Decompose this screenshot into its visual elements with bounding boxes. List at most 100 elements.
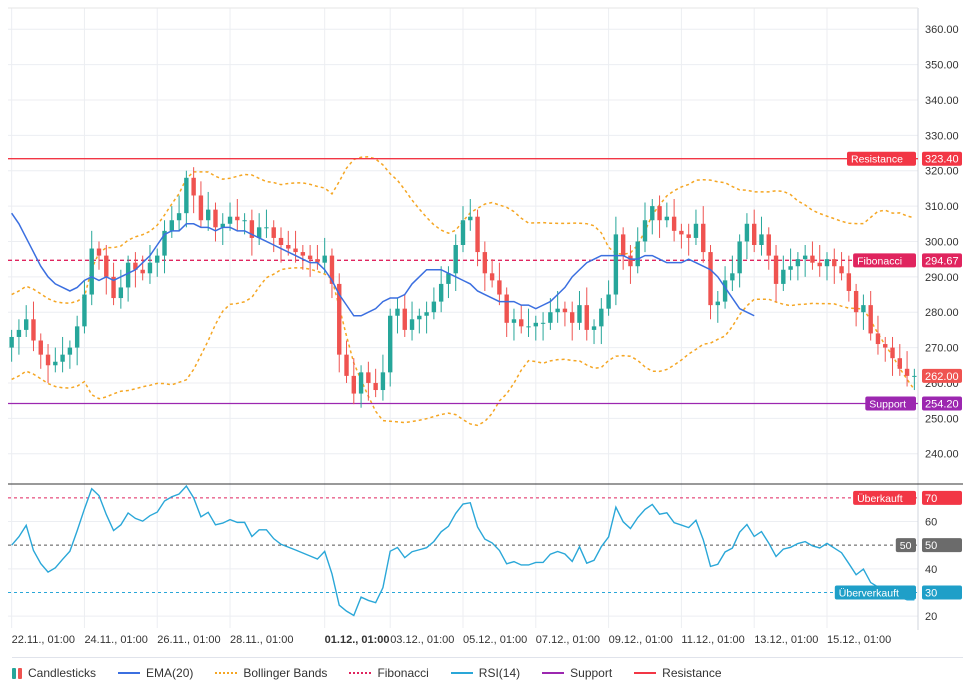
- candle-body: [300, 252, 306, 256]
- price-tick-label: 330.00: [925, 130, 959, 142]
- candle-body: [155, 255, 160, 263]
- candle-body: [511, 319, 517, 323]
- candle-body: [468, 216, 473, 221]
- overbought-label-text: Überkauft: [857, 493, 903, 505]
- candle-body: [74, 326, 80, 348]
- x-tick-label: 01.12., 01:00: [325, 634, 390, 646]
- candle-body: [249, 220, 255, 238]
- legend-item-rsi[interactable]: RSI(14): [450, 666, 521, 680]
- candle-body: [875, 333, 881, 345]
- candle-body: [599, 308, 604, 327]
- candle-body: [650, 206, 655, 221]
- candle-body: [424, 312, 429, 316]
- chart-legend: Candlesticks EMA(20) Bollinger Bands Fib…: [12, 657, 963, 688]
- candle-body: [730, 273, 735, 281]
- candle-body: [337, 283, 342, 355]
- price-tick-label: 280.00: [925, 307, 959, 319]
- legend-item-candlesticks[interactable]: Candlesticks: [12, 666, 96, 680]
- x-tick-label: 15.12., 01:00: [827, 634, 891, 646]
- x-tick-label: 26.11., 01:00: [157, 634, 220, 646]
- bollinger-lower-series: [11, 267, 915, 427]
- candle-body: [519, 319, 524, 327]
- fibonacci-label-text: Fibonacci: [857, 255, 902, 267]
- candle-body: [475, 216, 480, 253]
- candle-body: [701, 223, 706, 253]
- legend-label-bollinger: Bollinger Bands: [243, 666, 328, 680]
- resistance-label-text: Resistance: [851, 154, 903, 166]
- candle-body: [271, 227, 276, 238]
- candle-body: [176, 213, 182, 221]
- candle-body: [664, 216, 670, 221]
- x-tick-label: 13.12., 01:00: [754, 634, 818, 646]
- x-tick-label: 09.12., 01:00: [609, 634, 673, 646]
- dotted-line-icon: [215, 672, 238, 674]
- candle-body: [380, 372, 386, 391]
- candle-body: [846, 273, 852, 291]
- price-tick-label: 300.00: [925, 236, 959, 248]
- candle-body: [227, 216, 233, 224]
- candle-body: [191, 177, 196, 196]
- candle-body: [766, 234, 771, 256]
- midline-value-text: 50: [925, 540, 937, 552]
- legend-item-support[interactable]: Support: [542, 666, 612, 680]
- price-tick-label: 360.00: [925, 24, 959, 36]
- line-icon: [542, 672, 565, 674]
- candle-body: [31, 319, 36, 341]
- x-tick-label: 24.11., 01:00: [84, 634, 147, 646]
- candle-body: [133, 262, 138, 270]
- candle-body: [38, 340, 43, 355]
- candle-body: [824, 259, 830, 267]
- candle-body: [504, 294, 509, 323]
- candle-body: [832, 259, 837, 267]
- candle-body: [351, 375, 356, 394]
- candle-body: [482, 252, 488, 274]
- candle-body: [628, 255, 633, 267]
- candle-body: [431, 301, 437, 313]
- price-tick-label: 250.00: [925, 413, 959, 425]
- candle-body: [526, 326, 531, 328]
- candle-body: [773, 255, 779, 284]
- candle-body: [752, 223, 757, 245]
- candle-body: [125, 262, 131, 288]
- candle-body: [358, 372, 364, 394]
- candle-body: [278, 237, 284, 245]
- candle-body: [868, 305, 873, 334]
- candle-body: [606, 294, 611, 309]
- candle-body: [890, 347, 895, 359]
- candle-body: [883, 344, 888, 348]
- line-icon: [118, 672, 141, 674]
- candle-body: [577, 305, 582, 323]
- legend-item-fibonacci[interactable]: Fibonacci: [349, 666, 429, 680]
- x-tick-label: 11.12., 01:00: [681, 634, 744, 646]
- legend-label-candlesticks: Candlesticks: [28, 666, 97, 680]
- legend-item-resistance[interactable]: Resistance: [634, 666, 722, 680]
- candle-body: [206, 209, 211, 221]
- price-tick-label: 270.00: [925, 343, 959, 355]
- candle-body: [548, 312, 553, 323]
- support-value-tag: [922, 396, 962, 411]
- overbought-label-tag: [853, 490, 916, 505]
- support-label-text: Support: [869, 398, 906, 410]
- candle-body: [446, 273, 451, 284]
- candle-body: [417, 315, 422, 320]
- fibonacci-label-tag: [853, 253, 916, 268]
- candle-body: [802, 255, 808, 260]
- candle-body: [235, 216, 240, 221]
- oversold-value-text: 30: [925, 588, 937, 600]
- legend-item-ema[interactable]: EMA(20): [118, 666, 193, 680]
- candle-body: [555, 308, 560, 313]
- price-tick-label: 350.00: [925, 60, 959, 72]
- fibonacci-value-text: 294.67: [925, 255, 959, 267]
- legend-label-rsi: RSI(14): [478, 666, 521, 680]
- midline-label-tag: [895, 538, 916, 553]
- x-tick-label: 03.12., 01:00: [390, 634, 454, 646]
- line-icon: [634, 672, 657, 674]
- candle-body: [715, 301, 720, 306]
- candle-body: [329, 255, 335, 284]
- candle-body: [708, 252, 713, 306]
- candle-body: [60, 354, 65, 362]
- candle-body: [53, 361, 58, 366]
- legend-item-bollinger[interactable]: Bollinger Bands: [215, 666, 327, 680]
- x-tick-label: 28.11., 01:00: [230, 634, 293, 646]
